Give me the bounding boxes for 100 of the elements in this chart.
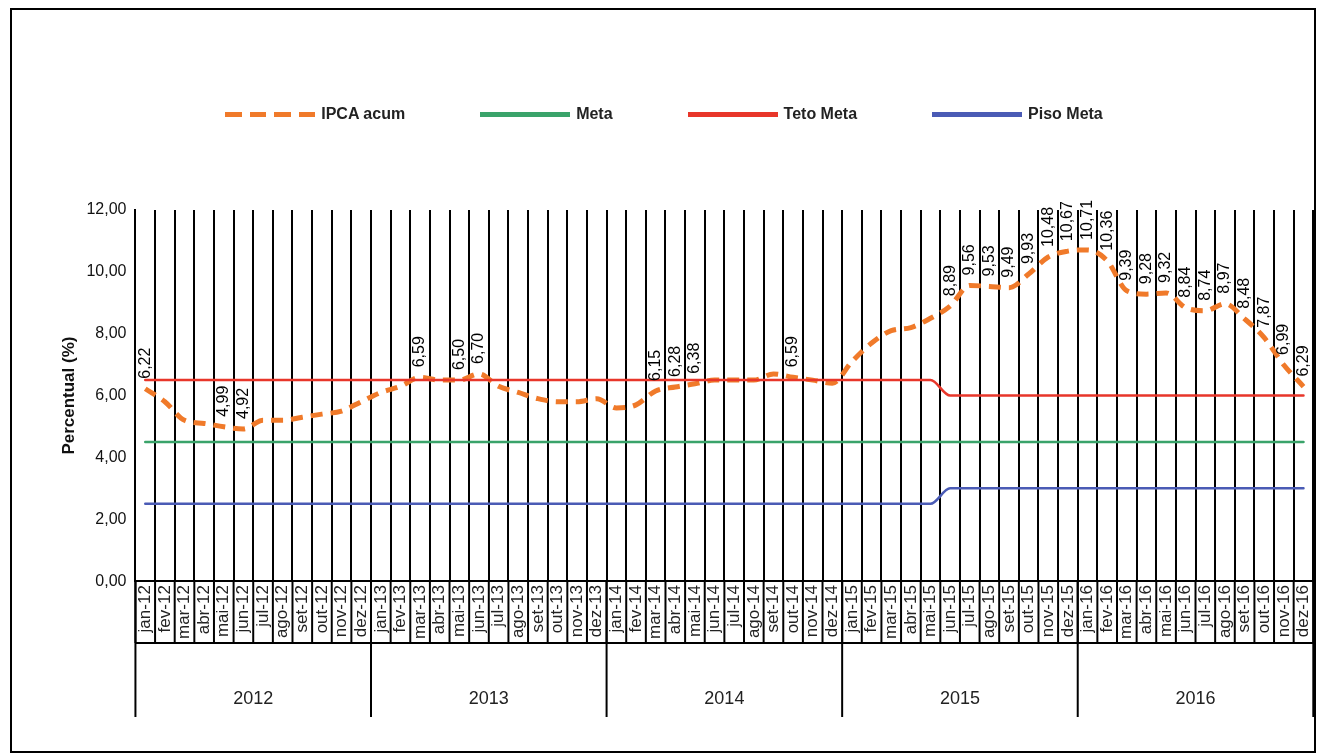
data-label: 9,93 bbox=[1019, 232, 1037, 265]
data-label: 8,89 bbox=[940, 264, 958, 297]
data-label: 4,99 bbox=[214, 385, 232, 417]
y-tick-label: 2,00 bbox=[95, 509, 127, 527]
data-label: 8,97 bbox=[1215, 262, 1233, 294]
x-tick-label: fev-14 bbox=[625, 585, 645, 633]
x-tick-label: nov-16 bbox=[1273, 585, 1293, 638]
data-label: 9,39 bbox=[1117, 249, 1135, 281]
x-tick-label: out-13 bbox=[547, 585, 567, 634]
data-label: 6,70 bbox=[469, 332, 487, 364]
data-label: 9,28 bbox=[1136, 252, 1154, 285]
x-tick-label: mai-13 bbox=[449, 585, 469, 638]
data-label: 6,22 bbox=[135, 347, 153, 379]
x-tick-label: jun-16 bbox=[1175, 585, 1195, 634]
x-tick-label: nov-12 bbox=[331, 585, 351, 638]
legend-label: Piso Meta bbox=[1028, 105, 1103, 123]
y-tick-label: 12,00 bbox=[86, 200, 127, 218]
data-label: 10,71 bbox=[1077, 199, 1095, 240]
legend-label: IPCA acum bbox=[321, 105, 406, 123]
x-tick-label: mar-13 bbox=[409, 585, 429, 640]
x-tick-label: ago-13 bbox=[507, 585, 527, 639]
x-tick-label: set-12 bbox=[291, 585, 311, 633]
x-tick-label: jun-12 bbox=[233, 585, 253, 634]
x-tick-label: dez-12 bbox=[350, 585, 370, 638]
x-tick-label: abr-15 bbox=[900, 585, 920, 635]
x-tick-label: ago-16 bbox=[1214, 585, 1234, 639]
x-tick-label: jul-16 bbox=[1195, 585, 1215, 628]
data-label: 6,15 bbox=[646, 349, 664, 381]
legend-label: Meta bbox=[576, 105, 613, 123]
x-tick-label: dez-13 bbox=[586, 585, 606, 638]
x-tick-label: mai-12 bbox=[213, 585, 233, 638]
x-tick-label: mar-14 bbox=[645, 585, 665, 640]
data-label: 9,53 bbox=[979, 245, 997, 277]
y-axis-title: Percentual (%) bbox=[58, 336, 78, 455]
x-tick-label: jul-13 bbox=[488, 585, 508, 628]
x-tick-label: jan-13 bbox=[370, 585, 390, 634]
x-tick-label: dez-14 bbox=[822, 585, 842, 638]
legend-label: Teto Meta bbox=[783, 105, 858, 123]
text: 2015 bbox=[939, 687, 980, 708]
x-tick-label: jul-12 bbox=[252, 585, 272, 628]
y-tick-label: 4,00 bbox=[95, 447, 127, 465]
x-tick-label: ago-12 bbox=[272, 585, 292, 639]
x-tick-label: out-15 bbox=[1018, 585, 1038, 634]
x-tick-label: jul-15 bbox=[959, 585, 979, 628]
data-label: 10,36 bbox=[1097, 210, 1115, 251]
x-tick-label: set-15 bbox=[998, 585, 1018, 633]
data-label: 6,50 bbox=[449, 338, 467, 371]
x-tick-label: jun-14 bbox=[704, 585, 724, 634]
x-tick-label: fev-16 bbox=[1096, 585, 1116, 633]
x-tick-label: jan-12 bbox=[134, 585, 154, 634]
x-tick-label: out-12 bbox=[311, 585, 331, 634]
x-tick-label: fev-12 bbox=[154, 585, 174, 633]
x-tick-label: mai-16 bbox=[1155, 585, 1175, 638]
data-label: 4,92 bbox=[233, 387, 251, 419]
x-tick-label: mar-12 bbox=[174, 585, 194, 640]
y-tick-label: 8,00 bbox=[95, 324, 127, 342]
text: 2012 bbox=[233, 687, 274, 708]
text: 2014 bbox=[704, 687, 745, 708]
x-tick-label: abr-12 bbox=[193, 585, 213, 635]
x-tick-label: dez-15 bbox=[1057, 585, 1077, 638]
x-tick-label: jan-15 bbox=[841, 585, 861, 634]
x-tick-label: out-14 bbox=[782, 585, 802, 634]
data-label: 9,32 bbox=[1156, 251, 1174, 283]
x-tick-label: set-14 bbox=[763, 585, 783, 633]
y-tick-label: 6,00 bbox=[95, 385, 127, 403]
text: 2013 bbox=[468, 687, 509, 708]
x-tick-label: jul-14 bbox=[723, 585, 743, 628]
data-label: 6,28 bbox=[665, 345, 683, 377]
x-tick-label: jun-15 bbox=[939, 585, 959, 634]
x-tick-label: mai-14 bbox=[684, 585, 704, 638]
y-tick-label: 0,00 bbox=[95, 571, 127, 589]
x-tick-label: abr-16 bbox=[1136, 585, 1156, 635]
data-label: 6,59 bbox=[783, 336, 801, 368]
x-tick-label: fev-13 bbox=[390, 585, 410, 633]
data-label: 9,49 bbox=[999, 246, 1017, 278]
data-label: 8,84 bbox=[1176, 266, 1194, 298]
x-tick-label: out-16 bbox=[1253, 585, 1273, 634]
x-tick-label: nov-14 bbox=[802, 585, 822, 638]
x-tick-label: jun-13 bbox=[468, 585, 488, 634]
x-tick-label: mar-16 bbox=[1116, 585, 1136, 640]
data-label: 6,99 bbox=[1274, 323, 1292, 355]
data-label: 6,59 bbox=[410, 336, 428, 368]
x-tick-label: abr-13 bbox=[429, 585, 449, 635]
x-tick-label: mar-15 bbox=[880, 585, 900, 640]
data-label: 10,48 bbox=[1038, 206, 1056, 248]
x-tick-label: jan-16 bbox=[1077, 585, 1097, 634]
x-tick-label: abr-14 bbox=[664, 585, 684, 635]
x-tick-label: jan-14 bbox=[606, 585, 626, 634]
x-tick-label: ago-14 bbox=[743, 585, 763, 639]
data-label: 8,48 bbox=[1235, 277, 1252, 309]
x-tick-label: set-13 bbox=[527, 585, 547, 633]
data-label: 9,56 bbox=[960, 244, 978, 276]
y-tick-label: 10,00 bbox=[86, 262, 127, 280]
text: 2016 bbox=[1175, 687, 1216, 708]
x-tick-label: dez-16 bbox=[1293, 585, 1313, 638]
data-label: 6,29 bbox=[1293, 345, 1311, 377]
data-label: 7,87 bbox=[1254, 296, 1272, 328]
data-label: 10,67 bbox=[1058, 201, 1076, 242]
x-tick-label: nov-15 bbox=[1037, 585, 1057, 638]
x-tick-label: mai-15 bbox=[920, 585, 940, 638]
